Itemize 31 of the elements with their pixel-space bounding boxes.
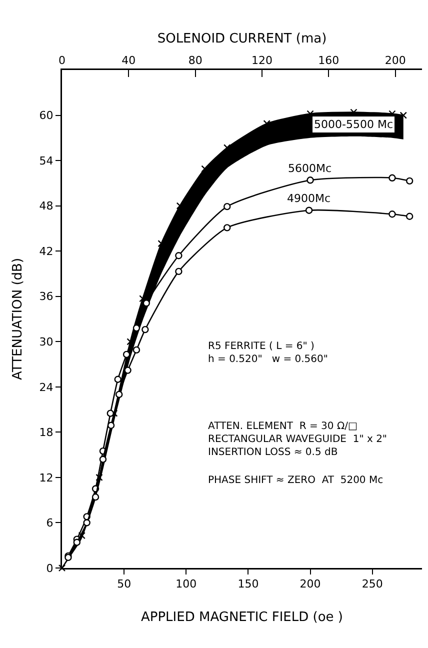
y-axis-title: ATTENUATION (dB): [10, 258, 26, 380]
y-tick-label: 42: [39, 244, 54, 258]
x2-tick-label: 160: [318, 54, 340, 68]
x2-tick-label: 120: [252, 54, 272, 68]
y-tick-label: 24: [39, 380, 54, 394]
annotation: ATTEN. ELEMENT R = 30 Ω/□ RECTANGULAR WAVEGUIDE 1" x 2" INSERTION LOSS ≈ 0.5 dB: [208, 421, 388, 458]
x2-tick-label: 80: [188, 54, 202, 68]
x2-tick-label: 0: [58, 54, 66, 68]
series-label: 5600Mc: [288, 162, 332, 175]
y-tick-label: 12: [39, 471, 54, 484]
y-tick-label: 30: [39, 335, 54, 348]
x-tick-label: 150: [238, 578, 259, 591]
series-label: 4900Mc: [287, 192, 331, 205]
x-tick-label: 200: [300, 578, 321, 591]
y-tick-label: 54: [39, 154, 54, 168]
x-tick-label: 50: [117, 578, 132, 591]
y-tick-label: 6: [46, 516, 54, 530]
y-tick-label: 60: [39, 109, 54, 122]
y-tick-label: 0: [46, 562, 54, 575]
annotation: R5 FERRITE ( L = 6" ) h = 0.520" w = 0.560": [208, 341, 328, 365]
x-tick-label: 250: [362, 578, 383, 591]
x-axis-title: APPLIED MAGNETIC FIELD (oe ): [140, 610, 344, 626]
x2-tick-label: 200: [384, 54, 406, 68]
x2-tick-label: 40: [122, 54, 136, 68]
y-tick-label: 18: [39, 426, 54, 440]
x-tick-label: 100: [176, 578, 197, 591]
annotation: PHASE SHIFT ≈ ZERO AT 5200 Mc: [208, 475, 384, 486]
y-tick-label: 48: [39, 200, 54, 213]
x2-axis-title: SOLENOID CURRENT (ma): [157, 31, 327, 46]
y-tick-label: 36: [39, 290, 54, 304]
series-label: 5000-5500 Mc: [314, 118, 393, 131]
